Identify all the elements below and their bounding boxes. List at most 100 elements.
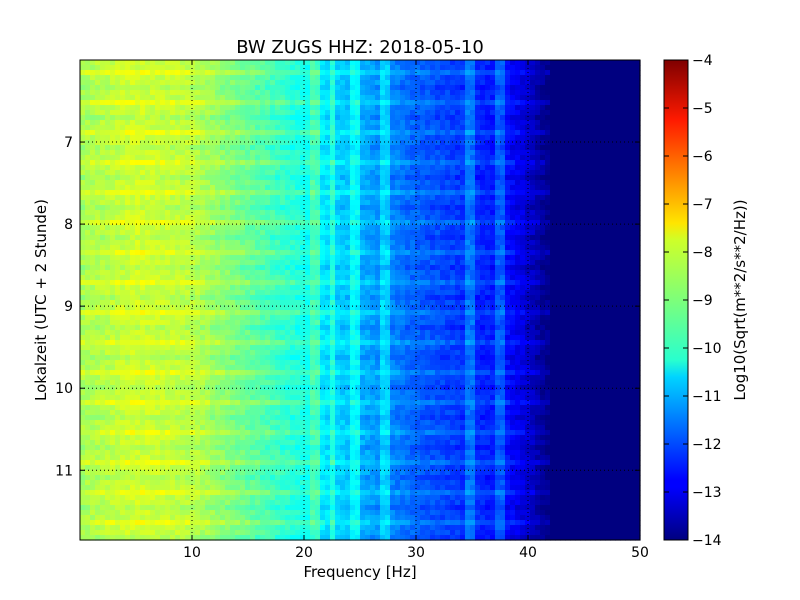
heatmap-cell bbox=[200, 80, 206, 86]
heatmap-cell bbox=[295, 160, 301, 166]
heatmap-cell bbox=[320, 75, 326, 81]
heatmap-cell bbox=[445, 245, 451, 251]
heatmap-cell bbox=[340, 125, 346, 131]
heatmap-cell bbox=[220, 165, 226, 171]
heatmap-cell bbox=[305, 75, 311, 81]
heatmap-cell bbox=[315, 65, 321, 71]
heatmap-cell bbox=[445, 260, 451, 266]
heatmap-cell bbox=[610, 155, 616, 161]
heatmap-cell bbox=[445, 75, 451, 81]
heatmap-cell bbox=[460, 100, 466, 106]
heatmap-cell bbox=[145, 270, 151, 276]
heatmap-cell bbox=[380, 140, 386, 146]
heatmap-cell bbox=[415, 155, 421, 161]
heatmap-cell bbox=[290, 255, 296, 261]
heatmap-cell bbox=[305, 275, 311, 281]
heatmap-cell bbox=[340, 70, 346, 76]
heatmap-cell bbox=[345, 75, 351, 81]
heatmap-cell bbox=[575, 230, 581, 236]
heatmap-cell bbox=[535, 255, 541, 261]
heatmap-cell bbox=[190, 185, 196, 191]
heatmap-cell bbox=[500, 125, 506, 131]
heatmap-cell bbox=[500, 180, 506, 186]
heatmap-cell bbox=[530, 195, 536, 201]
heatmap-cell bbox=[585, 230, 591, 236]
heatmap-cell bbox=[435, 205, 441, 211]
heatmap-cell bbox=[325, 280, 331, 286]
heatmap-cell bbox=[460, 110, 466, 116]
heatmap-cell bbox=[565, 145, 571, 151]
heatmap-cell bbox=[220, 255, 226, 261]
heatmap-cell bbox=[180, 70, 186, 76]
heatmap-cell bbox=[105, 85, 111, 91]
heatmap-cell bbox=[510, 200, 516, 206]
heatmap-cell bbox=[135, 80, 141, 86]
heatmap-cell bbox=[475, 230, 481, 236]
heatmap-cell bbox=[575, 220, 581, 226]
heatmap-cell bbox=[610, 85, 616, 91]
heatmap-cell bbox=[455, 125, 461, 131]
heatmap-cell bbox=[245, 220, 251, 226]
heatmap-cell bbox=[255, 190, 261, 196]
heatmap-cell bbox=[210, 210, 216, 216]
heatmap-cell bbox=[585, 170, 591, 176]
heatmap-cell bbox=[390, 245, 396, 251]
heatmap-cell bbox=[110, 165, 116, 171]
heatmap-cell bbox=[470, 110, 476, 116]
heatmap-cell bbox=[530, 275, 536, 281]
heatmap-cell bbox=[445, 270, 451, 276]
heatmap-cell bbox=[420, 245, 426, 251]
heatmap-cell bbox=[440, 220, 446, 226]
heatmap-cell bbox=[635, 245, 641, 251]
heatmap-cell bbox=[575, 250, 581, 256]
heatmap-cell bbox=[220, 90, 226, 96]
heatmap-cell bbox=[355, 95, 361, 101]
heatmap-cell bbox=[150, 200, 156, 206]
heatmap-cell bbox=[210, 150, 216, 156]
heatmap-cell bbox=[475, 215, 481, 221]
heatmap-cell bbox=[130, 150, 136, 156]
heatmap-cell bbox=[500, 210, 506, 216]
heatmap-cell bbox=[445, 250, 451, 256]
heatmap-cell bbox=[500, 70, 506, 76]
heatmap-cell bbox=[320, 105, 326, 111]
heatmap-cell bbox=[115, 215, 121, 221]
heatmap-cell bbox=[80, 110, 86, 116]
heatmap-cell bbox=[375, 175, 381, 181]
heatmap-cell bbox=[445, 190, 451, 196]
heatmap-cell bbox=[305, 205, 311, 211]
heatmap-cell bbox=[630, 170, 636, 176]
heatmap-cell bbox=[335, 60, 341, 66]
heatmap-cell bbox=[145, 150, 151, 156]
heatmap-cell bbox=[400, 125, 406, 131]
heatmap-cell bbox=[280, 175, 286, 181]
heatmap-cell bbox=[205, 80, 211, 86]
heatmap-cell bbox=[375, 155, 381, 161]
heatmap-cell bbox=[165, 215, 171, 221]
heatmap-cell bbox=[470, 240, 476, 246]
heatmap-cell bbox=[140, 275, 146, 281]
heatmap-cell bbox=[85, 65, 91, 71]
heatmap-cell bbox=[125, 125, 131, 131]
heatmap-cell bbox=[605, 240, 611, 246]
heatmap-cell bbox=[115, 185, 121, 191]
heatmap-cell bbox=[325, 95, 331, 101]
heatmap-cell bbox=[365, 60, 371, 66]
heatmap-cell bbox=[125, 225, 131, 231]
heatmap-cell bbox=[255, 245, 261, 251]
heatmap-cell bbox=[400, 220, 406, 226]
heatmap-cell bbox=[105, 275, 111, 281]
heatmap-cell bbox=[130, 145, 136, 151]
heatmap-cell bbox=[265, 140, 271, 146]
heatmap-cell bbox=[405, 215, 411, 221]
heatmap-cell bbox=[470, 260, 476, 266]
heatmap-cell bbox=[375, 145, 381, 151]
heatmap-cell bbox=[425, 115, 431, 121]
heatmap-cell bbox=[365, 175, 371, 181]
heatmap-cell bbox=[480, 190, 486, 196]
heatmap-cell bbox=[155, 115, 161, 121]
heatmap-cell bbox=[530, 235, 536, 241]
heatmap-cell bbox=[535, 135, 541, 141]
heatmap-cell bbox=[505, 165, 511, 171]
heatmap-cell bbox=[250, 275, 256, 281]
